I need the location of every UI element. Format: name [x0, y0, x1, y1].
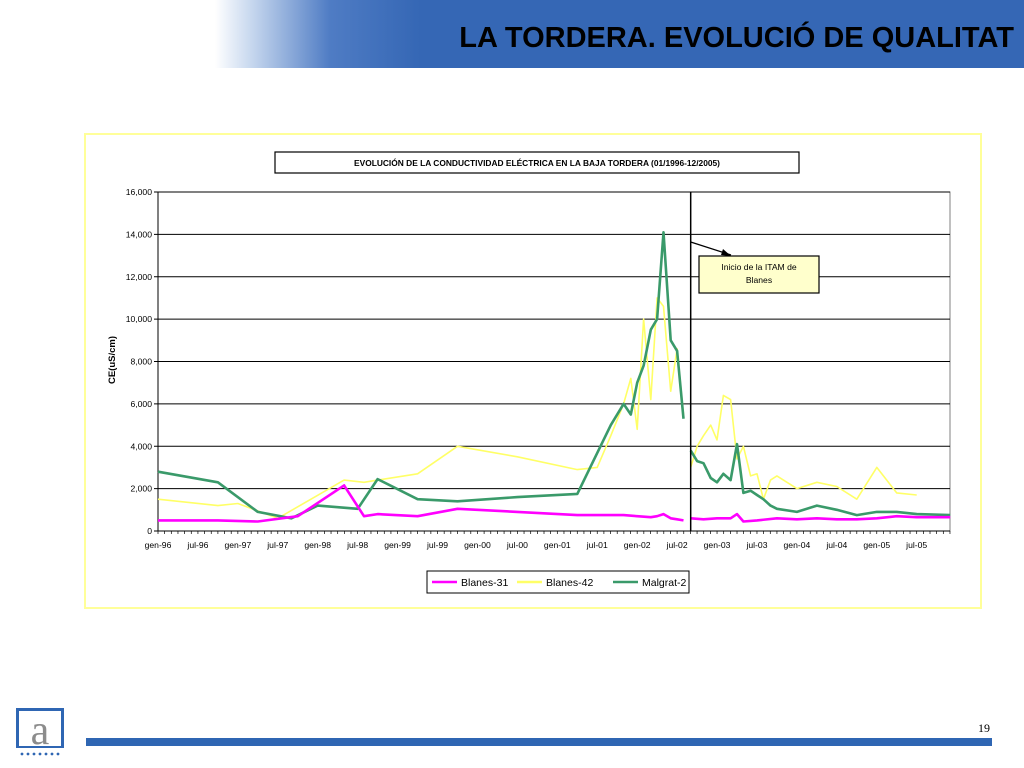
y-tick-label: 10,000 — [126, 314, 153, 324]
x-tick-label: gen-00 — [464, 540, 491, 550]
y-tick-label: 0 — [147, 526, 152, 536]
agency-logo-a-icon: a — [16, 708, 64, 756]
y-tick-label: 16,000 — [126, 187, 153, 197]
legend-box — [426, 570, 690, 594]
annotation: Inicio de la ITAM de Blanes — [689, 192, 820, 531]
x-tick-label: gen-03 — [704, 540, 731, 550]
x-tick-label: jul-02 — [666, 540, 688, 550]
header-bar: LA TORDERA. EVOLUCIÓ DE QUALITAT — [0, 0, 1024, 68]
x-tick-label: gen-01 — [544, 540, 571, 550]
y-axis-label: CE(uS/cm) — [107, 336, 118, 384]
page-number: 19 — [978, 721, 990, 735]
x-tick-label: jul-05 — [905, 540, 927, 550]
annotation-box — [698, 255, 820, 294]
x-tick-label: gen-99 — [384, 540, 411, 550]
footer-rule — [86, 738, 992, 746]
svg-text:a: a — [31, 708, 50, 754]
legend-label: Blanes-42 — [546, 577, 593, 589]
y-tick-label: 2,000 — [130, 484, 152, 494]
slide-title: LA TORDERA. EVOLUCIÓ DE QUALITAT — [459, 22, 1014, 54]
x-tick-label: jul-03 — [745, 540, 767, 550]
x-tick-label: jul-97 — [266, 540, 288, 550]
conductivity-chart: EVOLUCIÓN DE LA CONDUCTIVIDAD ELÉCTRICA … — [107, 151, 951, 594]
x-tick-label: jul-96 — [186, 540, 208, 550]
x-tick-label: gen-96 — [145, 540, 172, 550]
y-tick-label: 12,000 — [126, 272, 153, 282]
chart-title-box — [274, 151, 800, 174]
axes: 0 2,000 4,000 6,000 8,000 10,000 12,000 14,000 1… — [126, 187, 951, 550]
y-tick-label: 8,000 — [130, 357, 152, 367]
annotation-arrowhead — [721, 249, 731, 256]
y-tick-label: 14,000 — [126, 229, 153, 239]
x-tick-label: jul-00 — [506, 540, 528, 550]
x-tick-label: gen-97 — [224, 540, 251, 550]
y-tick-label: 6,000 — [130, 399, 152, 409]
x-tick-label: gen-02 — [624, 540, 651, 550]
legend-label: Malgrat-2 — [642, 577, 687, 589]
x-tick-label: gen-04 — [784, 540, 811, 550]
x-tick-label: jul-99 — [426, 540, 448, 550]
gridlines — [157, 191, 951, 532]
x-tick-label: jul-98 — [346, 540, 368, 550]
legend-label: Blanes-31 — [461, 577, 508, 589]
x-tick-label: gen-98 — [304, 540, 331, 550]
annotation-text: Inicio de la ITAM de Blanes — [721, 262, 797, 285]
x-tick-label: jul-01 — [586, 540, 608, 550]
x-tick-label: gen-05 — [863, 540, 890, 550]
chart-frame: EVOLUCIÓN DE LA CONDUCTIVIDAD ELÉCTRICA … — [84, 133, 982, 609]
series-lines — [157, 231, 951, 523]
legend: Blanes-31 Blanes-42 Malgrat-2 — [426, 570, 690, 594]
series-line-blanes-31 — [158, 484, 951, 523]
x-tick-label: jul-04 — [825, 540, 847, 550]
chart-title: EVOLUCIÓN DE LA CONDUCTIVIDAD ELÉCTRICA … — [354, 157, 720, 168]
y-tick-label: 4,000 — [130, 441, 152, 451]
